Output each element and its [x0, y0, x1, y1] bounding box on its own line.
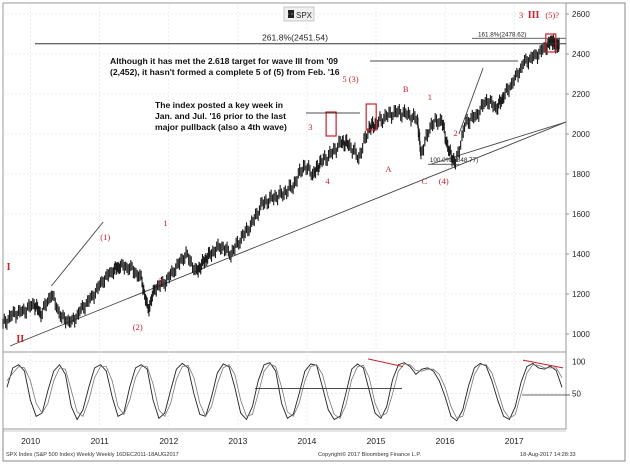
annotation-text-1-line-1: Although it has met the 2.618 target for…	[110, 56, 338, 66]
y-tick-label: 2000	[572, 130, 590, 139]
key-week-boxes	[325, 33, 557, 137]
footer-right: 18-Aug-2017 14:28:33	[520, 452, 576, 458]
annotation-text-1: Although it has met the 2.618 target for…	[110, 56, 340, 77]
oscillator-grid	[3, 361, 566, 395]
wave-label: B	[403, 84, 409, 94]
oscillator-series	[6, 358, 570, 422]
oscillator-panel	[2, 351, 567, 430]
trend-line-2010	[51, 221, 104, 287]
trend-lines	[9, 67, 567, 347]
wave-label: C	[422, 176, 428, 186]
wave-label: (1)	[100, 232, 110, 242]
fib-100-label: 100.0%(1848.77)	[430, 157, 478, 164]
fib-261-label: 261.8%(2451.54)	[262, 33, 328, 43]
ticker-label: SPX	[296, 11, 313, 20]
y-tick-label: 2400	[572, 50, 590, 59]
x-tick-label: 2017	[505, 436, 524, 446]
y-tick-label: 1400	[572, 250, 590, 259]
osc-divergence-line-2	[522, 359, 564, 369]
y-tick-label: 1000	[572, 330, 590, 339]
x-axis-ticks: 2010 2011 2012 2013 2014 2015 2016 2017	[3, 430, 566, 446]
y-tick-label: 2200	[572, 90, 590, 99]
oscillator-line	[6, 363, 563, 419]
price-series	[2, 34, 560, 330]
oscillator-line	[6, 362, 563, 422]
wave-label: 1	[163, 218, 167, 228]
x-tick-label: 2011	[91, 436, 110, 446]
x-tick-label: 2013	[228, 436, 247, 446]
key-week-box	[325, 111, 337, 137]
wave-label: III	[528, 10, 540, 21]
footer-center: Copyright© 2017 Bloomberg Finance L.P.	[318, 451, 421, 458]
wave-label: (4)	[439, 176, 449, 186]
x-tick-label: 2015	[367, 436, 386, 446]
annotation-text-2-line-2: Jan. and Jul. '16 prior to the last	[155, 111, 286, 121]
grid-lines	[3, 3, 566, 426]
oscillator-y-ticks: 50 100	[572, 357, 586, 398]
wave-label: 3	[519, 10, 523, 20]
y-tick-label: 1600	[572, 210, 590, 219]
wave-label: A	[385, 164, 392, 174]
x-tick-label: 2014	[297, 436, 316, 446]
wave-label: I	[7, 262, 11, 273]
footer-left: SPX Index (S&P 500 Index) Weekly Weekly …	[6, 452, 179, 458]
x-tick-label: 2010	[21, 436, 40, 446]
wave-label: 5 (3)	[342, 74, 358, 84]
wave-label: 4	[326, 176, 331, 186]
wave-label: 2	[453, 128, 457, 138]
y-tick-label: 2600	[572, 10, 590, 19]
wave-label: (2)	[133, 322, 143, 332]
osc-y-tick-label: 50	[572, 390, 581, 399]
key-week-box	[365, 103, 377, 131]
long-trend-line	[9, 121, 567, 347]
wave-label: (5)?	[545, 10, 559, 20]
x-tick-label: 2016	[436, 436, 455, 446]
annotation-text-1-line-2: (2,452), it hasn't formed a complete 5 o…	[110, 67, 340, 77]
wave-label: 2	[158, 276, 162, 286]
annotation-text-2: The index posted a key week in Jan. and …	[155, 100, 288, 132]
key-week-box	[545, 33, 557, 53]
wave-label: II	[16, 334, 24, 345]
annotation-text-2-line-1: The index posted a key week in	[155, 100, 283, 110]
osc-divergence-line	[367, 358, 404, 368]
osc-y-tick-label: 100	[572, 357, 586, 366]
y-axis-ticks: 1000 1200 1400 1600 1800 2000 2200 2400 2600	[566, 10, 590, 339]
x-tick-label: 2012	[159, 436, 178, 446]
y-tick-label: 1200	[572, 290, 590, 299]
annotation-text-2-line-3: major pullback (also a 4th wave)	[155, 122, 287, 132]
wave-label: 1	[428, 92, 432, 102]
wave-label: 3	[308, 122, 312, 132]
y-tick-label: 1800	[572, 170, 590, 179]
chart-frame	[2, 2, 626, 462]
trend-line-2016b	[458, 67, 484, 135]
fib-161-label: 161.8%(2478.62)	[478, 31, 526, 38]
fib-lines: 261.8%(2451.54) 161.8%(2478.62) 100.0%(184…	[35, 31, 566, 165]
